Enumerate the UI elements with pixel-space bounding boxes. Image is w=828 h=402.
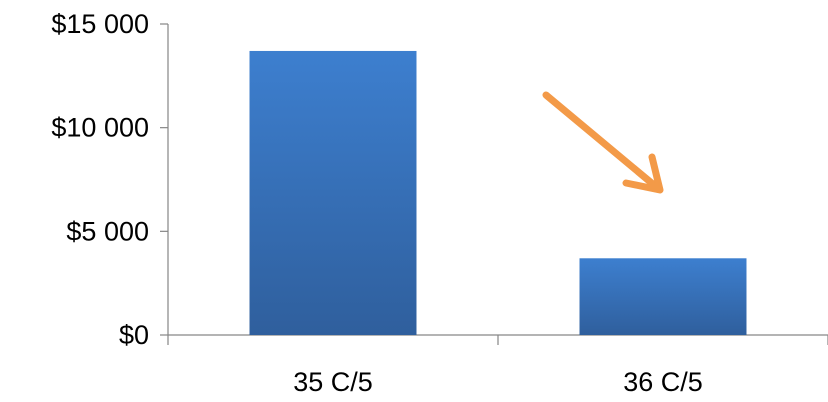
x-axis: 35 C/5 36 C/5	[167, 334, 828, 397]
y-tick-label: $15 000	[51, 9, 149, 39]
y-tick-label: $10 000	[51, 113, 149, 143]
y-tick-label: $5 000	[66, 216, 149, 246]
annotations	[542, 91, 664, 194]
x-tick-label: 36 C/5	[623, 367, 703, 397]
bar-36-c-5	[579, 258, 747, 335]
bar-35-c-5	[249, 50, 417, 335]
x-tick-label: 35 C/5	[293, 367, 373, 397]
arrow-annotation-shaft	[542, 91, 658, 189]
y-tick-label: $0	[119, 320, 149, 350]
bars	[249, 50, 747, 335]
y-axis: $0 $5 000 $10 000 $15 000	[51, 9, 169, 350]
arrow-annotation-head	[622, 153, 664, 194]
